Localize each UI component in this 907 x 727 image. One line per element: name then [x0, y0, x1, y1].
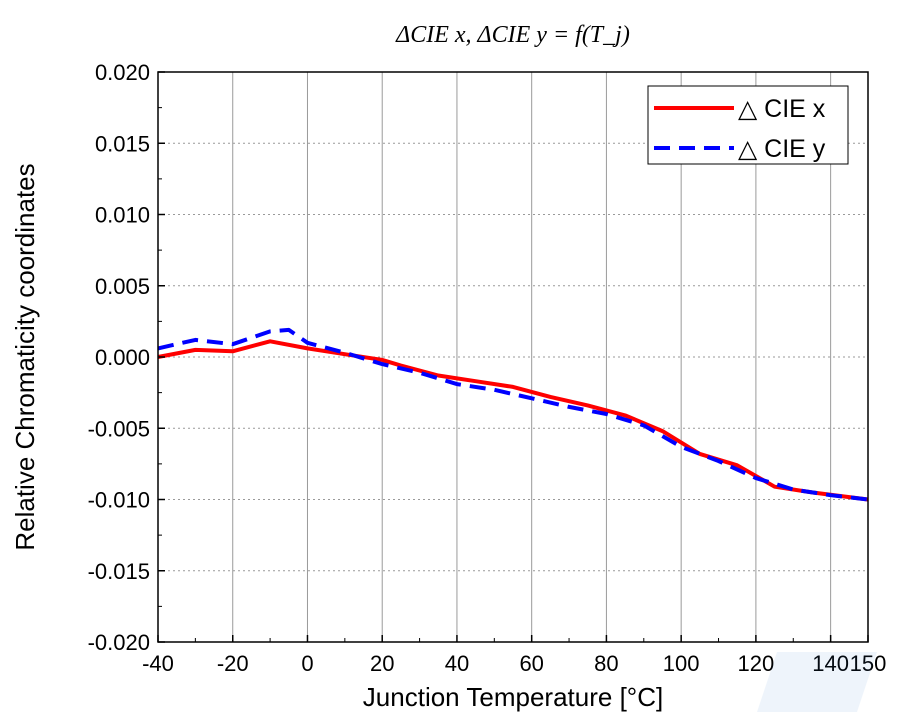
y-tick-label: 0.005: [95, 274, 150, 299]
x-tick-label: -20: [217, 651, 249, 676]
legend-box: [647, 85, 849, 165]
watermark-logo: [757, 652, 877, 712]
x-tick-label: 40: [445, 651, 469, 676]
legend-label: △ CIE x: [738, 95, 826, 123]
chart-title: ΔCIE x, ΔCIE y = f(T_j): [395, 22, 630, 48]
axes: -40 -20 0 20 40 60 80 100 120 140150 0.020 0.015 0.0…: [88, 60, 887, 676]
x-tick-label: 140: [812, 651, 849, 676]
x-tick-label: 80: [594, 651, 618, 676]
x-tick-label: 120: [738, 651, 775, 676]
legend-label: △ CIE y: [738, 135, 826, 163]
y-tick-label: 0.000: [95, 345, 150, 370]
x-tick-label: 100: [663, 651, 700, 676]
x-axis-title: Junction Temperature [°C]: [363, 682, 663, 712]
y-tick-label: -0.005: [88, 416, 150, 441]
x-tick-label: 20: [370, 651, 394, 676]
y-tick-label: 0.015: [95, 131, 150, 156]
series-line-cie-x: [157, 339, 869, 502]
y-tick-label: -0.020: [88, 630, 150, 655]
series-lines: [157, 327, 869, 502]
x-tick-label: 150: [850, 651, 887, 676]
grid-lines: [158, 72, 868, 642]
y-tick-label: 0.010: [95, 203, 150, 228]
x-tick-label: 60: [519, 651, 543, 676]
y-tick-label: -0.010: [88, 488, 150, 513]
series-line-cie-y: [157, 327, 869, 502]
y-tick-label: 0.020: [95, 60, 150, 85]
y-tick-label: -0.015: [88, 559, 150, 584]
legend: △ CIE x △ CIE y: [647, 85, 849, 165]
y-axis-title: Relative Chromaticity coordinates: [10, 163, 40, 550]
x-tick-label: -40: [142, 651, 174, 676]
x-tick-label: 0: [301, 651, 313, 676]
